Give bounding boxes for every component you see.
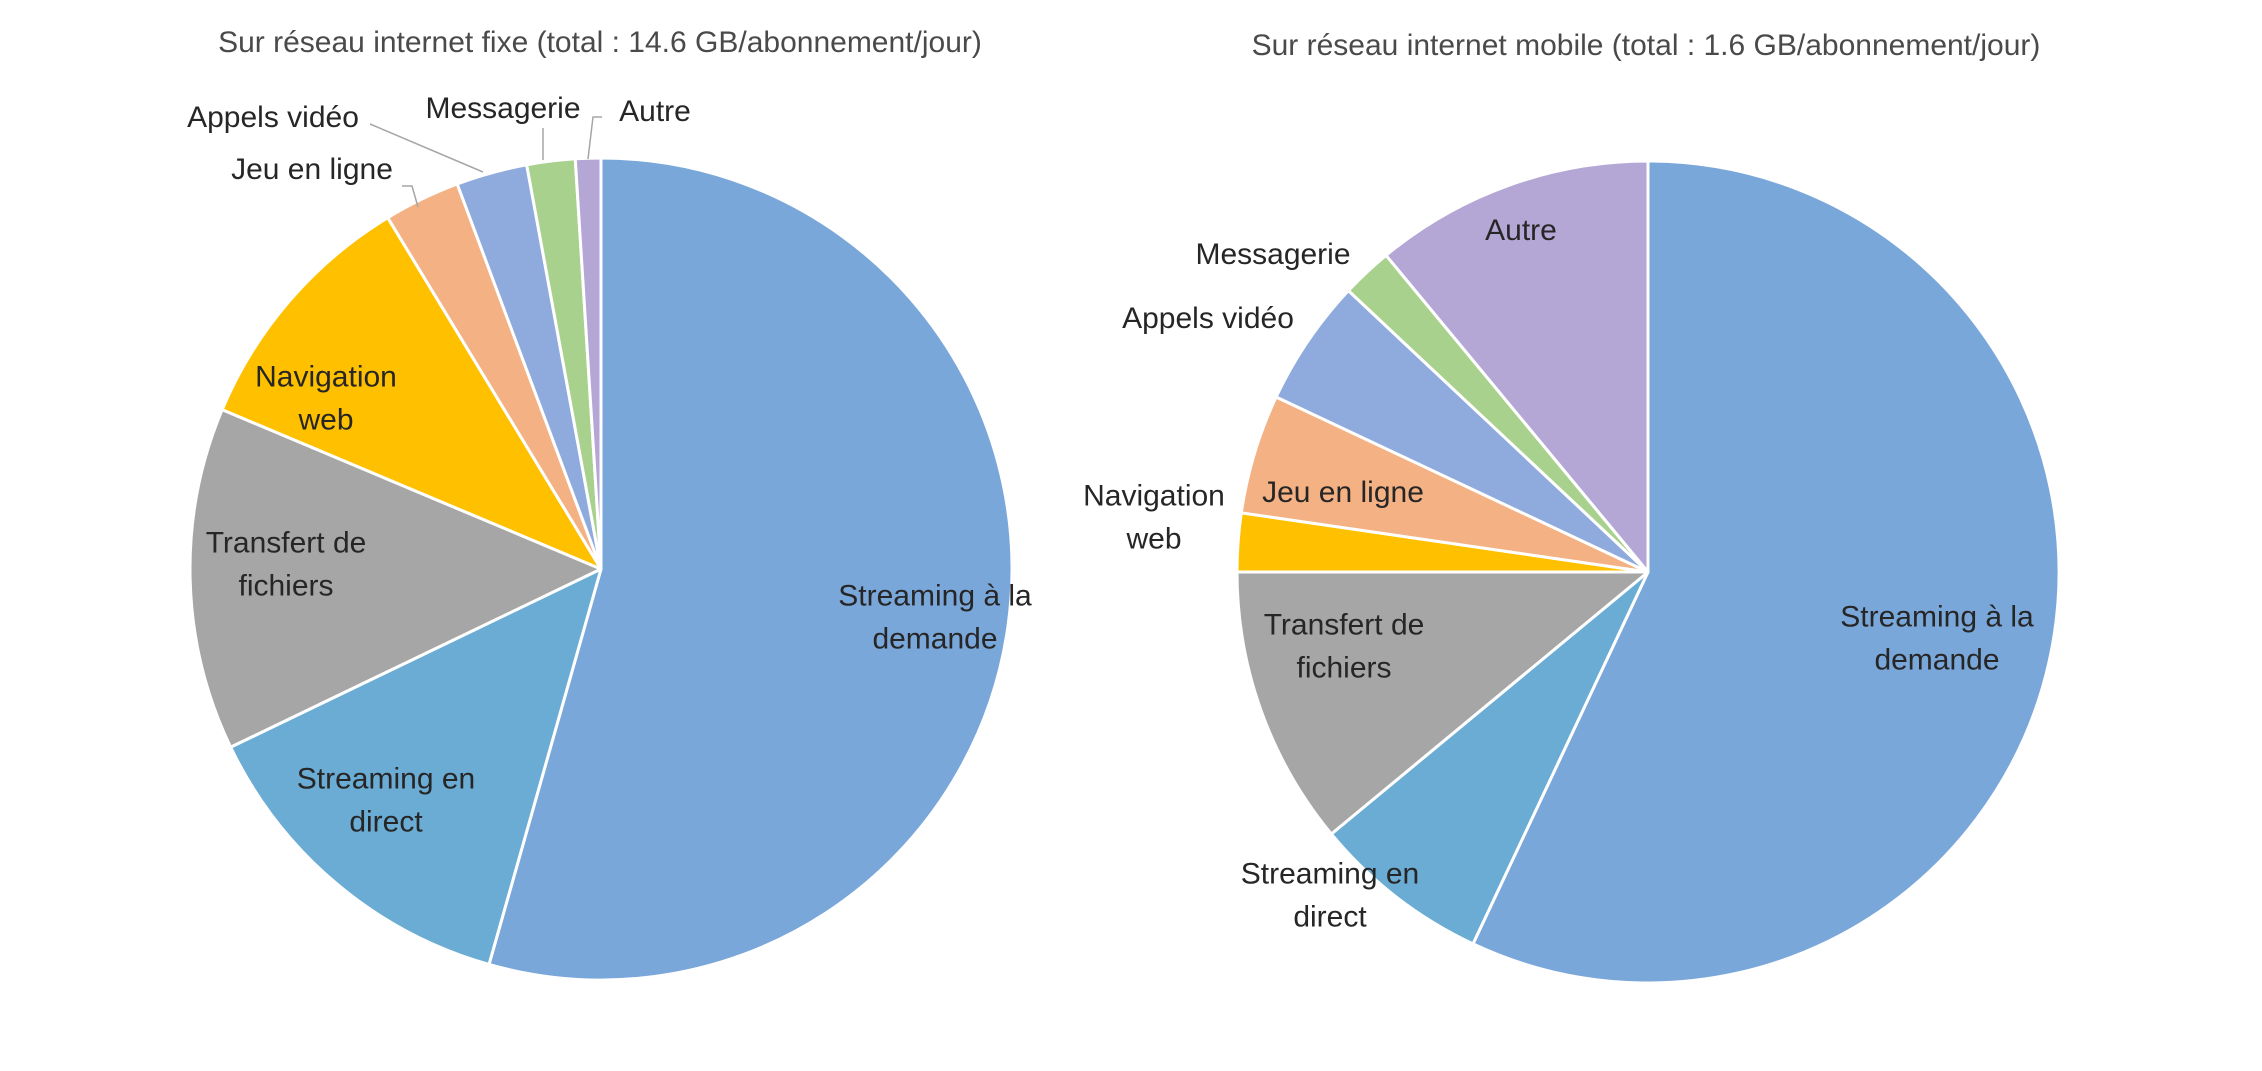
pie-fixe-label-line: Messagerie: [425, 92, 580, 125]
pie-mobile-label-line: direct: [1293, 901, 1367, 934]
pie-fixe-slice-transfert-de-fichiers: [188, 408, 603, 749]
pie-fixe-label-line: Jeu en ligne: [231, 153, 393, 186]
pie-mobile-label-line: fichiers: [1296, 652, 1391, 685]
pie-fixe-label-line: Transfert de: [206, 527, 367, 560]
pie-fixe-label-line: Autre: [619, 95, 691, 128]
pie-fixe-label-streaming-en-direct: Streaming en direct: [297, 763, 475, 839]
pie-mobile-label-appels-video: Appels vidéo: [1122, 302, 1294, 335]
pie-chart-mobile-title: Sur réseau internet mobile (total : 1.6 …: [1252, 29, 2041, 62]
pie-fixe-label-line: direct: [349, 806, 423, 839]
pie-fixe-label-streaming-a-la-demande: Streaming à la demande: [838, 580, 1032, 656]
pie-mobile-label-navigation-web: Navigation web: [1083, 480, 1225, 556]
pie-fixe-label-navigation-web: Navigation web: [255, 361, 397, 437]
pie-mobile-slice-transfert-de-fichiers: [1235, 570, 1650, 836]
pie-mobile-label-streaming-a-la-demande: Streaming à la demande: [1840, 601, 2034, 677]
pie-mobile-label-line: Streaming en: [1241, 858, 1419, 891]
pie-fixe-label-jeu-en-ligne: Jeu en ligne: [231, 153, 393, 186]
pie-fixe-label-line: Appels vidéo: [187, 101, 359, 134]
pie-fixe-slices: [188, 156, 1014, 982]
pie-mobile-slice-streaming-en-direct: [1329, 570, 1650, 946]
pie-fixe-leader-appels-video: [369, 123, 484, 173]
pie-mobile-slice-streaming-a-la-demande: [1471, 159, 2061, 985]
pie-mobile-label-line: Transfert de: [1264, 609, 1425, 642]
pie-fixe-label-messagerie: Messagerie: [425, 92, 580, 125]
pie-mobile-label-line: Navigation: [1083, 480, 1225, 513]
pie-fixe-label-line: Streaming en: [297, 763, 475, 796]
pie-mobile-label-transfert-de-fichiers: Transfert de fichiers: [1264, 609, 1425, 685]
pie-mobile-slices: [1235, 159, 2061, 985]
pie-mobile-label-line: demande: [1874, 644, 1999, 677]
pie-fixe-leader-autre: [587, 116, 602, 160]
pie-mobile-label-line: web: [1125, 523, 1181, 556]
pie-mobile-label-jeu-en-ligne: Jeu en ligne: [1262, 476, 1424, 509]
pie-fixe-slice-streaming-a-la-demande: [487, 156, 1014, 982]
pie-fixe-label-autre: Autre: [619, 95, 691, 128]
pie-mobile-label-streaming-en-direct: Streaming en direct: [1241, 858, 1419, 934]
pie-mobile-slice-autre: [1384, 159, 1650, 574]
pie-fixe-slice-navigation-web: [220, 216, 603, 571]
pie-mobile-label-line: Appels vidéo: [1122, 302, 1294, 335]
pie-chart-fixe: Sur réseau internet fixe (total : 14.6 G…: [187, 26, 1032, 982]
pie-fixe-label-line: web: [297, 404, 353, 437]
pie-mobile-label-line: Messagerie: [1195, 238, 1350, 271]
pie-chart-fixe-title: Sur réseau internet fixe (total : 14.6 G…: [218, 26, 982, 59]
pie-fixe-label-appels-video: Appels vidéo: [187, 101, 359, 134]
pie-fixe-label-line: Streaming à la: [838, 580, 1032, 613]
pie-mobile-label-messagerie: Messagerie: [1195, 238, 1350, 271]
pie-chart-mobile: Sur réseau internet mobile (total : 1.6 …: [1083, 29, 2061, 985]
pie-fixe-label-line: Navigation: [255, 361, 397, 394]
pie-fixe-label-line: fichiers: [238, 570, 333, 603]
pie-fixe-slice-streaming-en-direct: [229, 567, 603, 966]
pie-fixe-leader-jeu-en-ligne: [402, 185, 419, 208]
pie-fixe-label-transfert-de-fichiers: Transfert de fichiers: [206, 527, 367, 603]
pie-mobile-label-line: Jeu en ligne: [1262, 476, 1424, 509]
pie-mobile-label-autre: Autre: [1485, 214, 1557, 247]
pie-fixe-label-line: demande: [872, 623, 997, 656]
pie-mobile-label-line: Streaming à la: [1840, 601, 2034, 634]
pie-mobile-label-line: Autre: [1485, 214, 1557, 247]
